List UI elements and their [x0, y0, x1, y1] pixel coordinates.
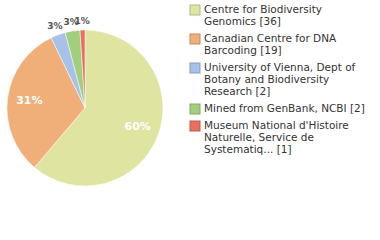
legend-label-line: Canadian Centre for DNA: [204, 32, 337, 44]
legend-label-line: Mined from GenBank, NCBI [2]: [204, 102, 365, 114]
chart: 60%31%3%3%1%Centre for BiodiversityGenom…: [0, 0, 380, 240]
legend-item: Canadian Centre for DNABarcoding [19]: [190, 32, 337, 56]
legend-label-line: University of Vienna, Dept of: [204, 61, 356, 73]
data-label: 1%: [75, 16, 90, 26]
legend-item: University of Vienna, Dept ofBotany and …: [190, 61, 356, 97]
legend-label-line: Genomics [36]: [204, 15, 281, 27]
legend-label-line: Research [2]: [204, 85, 270, 97]
legend-label-line: Naturelle, Service de: [204, 131, 314, 143]
legend-swatch: [190, 5, 200, 15]
data-labels: 60%31%3%3%1%: [16, 16, 151, 134]
legend-label: Mined from GenBank, NCBI [2]: [204, 102, 365, 114]
legend-label: Museum National d'HistoireNaturelle, Ser…: [204, 119, 349, 155]
legend-label-line: Barcoding [19]: [204, 44, 282, 56]
legend-swatch: [190, 34, 200, 44]
legend-label-line: Centre for Biodiversity: [204, 3, 322, 15]
data-label: 60%: [125, 120, 151, 133]
pie-slice: [80, 30, 85, 108]
legend-label-line: Botany and Biodiversity: [204, 73, 329, 85]
legend-swatch: [190, 121, 200, 131]
pie: [7, 30, 163, 186]
legend-item: Centre for BiodiversityGenomics [36]: [190, 3, 322, 27]
pie-slice: [65, 30, 85, 108]
legend-label-line: Systematiq... [1]: [204, 143, 292, 155]
legend-label: University of Vienna, Dept ofBotany and …: [204, 61, 356, 97]
data-label: 31%: [16, 94, 42, 107]
legend-label: Canadian Centre for DNABarcoding [19]: [204, 32, 337, 56]
data-label: 3%: [47, 21, 62, 31]
legend: Centre for BiodiversityGenomics [36] Cana…: [190, 3, 365, 155]
legend-label: Centre for BiodiversityGenomics [36]: [204, 3, 322, 27]
legend-label-line: Museum National d'Histoire: [204, 119, 349, 131]
legend-item: Mined from GenBank, NCBI [2]: [190, 102, 365, 114]
legend-swatch: [190, 63, 200, 73]
legend-swatch: [190, 104, 200, 114]
legend-item: Museum National d'HistoireNaturelle, Ser…: [190, 119, 349, 155]
